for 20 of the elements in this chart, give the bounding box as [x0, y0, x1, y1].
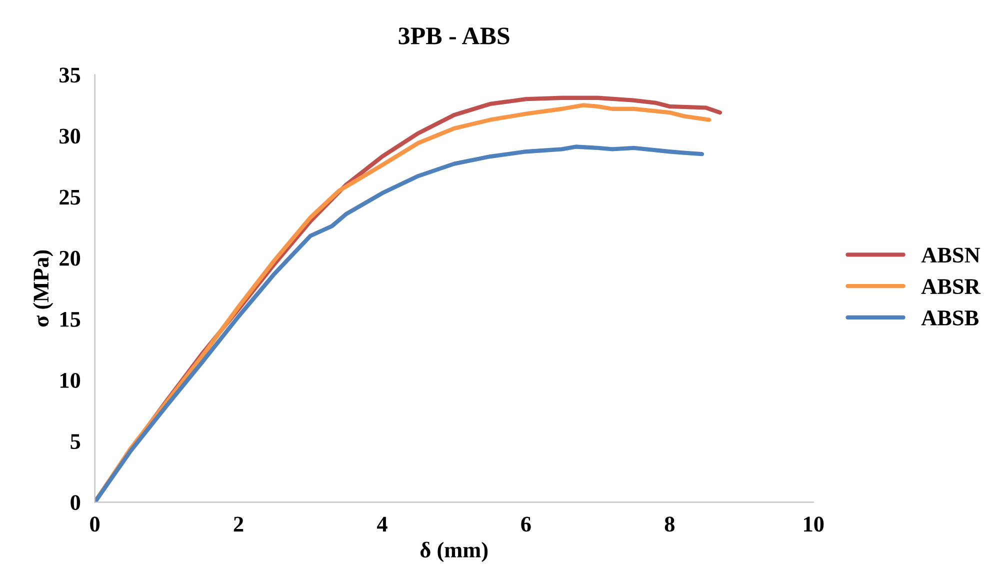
y-tick-label: 20	[60, 250, 80, 266]
y-tick-label: 35	[60, 68, 80, 83]
y-tick-label: 15	[60, 312, 80, 327]
x-tick-label: 2	[234, 516, 244, 532]
y-axis-title: σ (MPa)	[32, 250, 54, 327]
chart-title: 3PB - ABS	[398, 28, 510, 44]
y-tick-label: 30	[60, 128, 80, 144]
legend-label: ABSB	[921, 310, 979, 326]
legend-label: ABSR	[921, 279, 981, 294]
legend-label: ABSN	[921, 248, 980, 263]
y-tick-label: 10	[60, 372, 80, 388]
x-tick-label: 4	[376, 516, 388, 532]
x-tick-label: 10	[804, 516, 824, 532]
x-axis-title: δ (mm)	[420, 542, 488, 562]
y-tick-label: 0	[70, 495, 80, 510]
x-tick-label: 0	[90, 516, 100, 532]
y-tick-label: 25	[60, 190, 80, 205]
x-tick-label: 8	[664, 516, 674, 532]
y-tick-label: 5	[70, 434, 80, 450]
x-tick-label: 6	[521, 516, 531, 532]
